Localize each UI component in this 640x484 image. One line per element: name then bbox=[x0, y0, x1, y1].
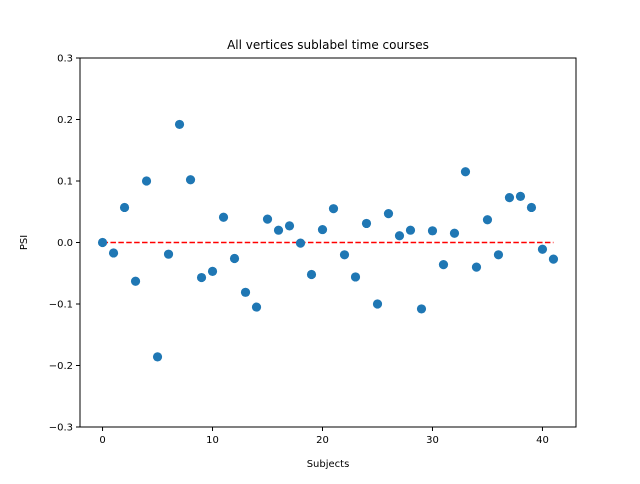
y-tick-label: −0.3 bbox=[49, 423, 73, 434]
data-point bbox=[438, 260, 449, 270]
y-tick-label: 0.3 bbox=[57, 54, 73, 65]
chart-title: All vertices sublabel time courses bbox=[227, 38, 429, 52]
data-point bbox=[383, 208, 394, 219]
data-point bbox=[240, 287, 251, 297]
y-tick-label: 0.2 bbox=[57, 115, 73, 126]
data-point bbox=[284, 221, 295, 231]
data-point bbox=[328, 204, 339, 214]
data-point bbox=[361, 218, 372, 229]
data-point bbox=[548, 254, 559, 264]
data-point bbox=[350, 272, 361, 282]
axis-ticks: 0 10 20 30 40 −0.3 −0.2 −0.1 0.0 0.1 0.2 0.3 bbox=[49, 54, 549, 447]
data-point bbox=[317, 224, 328, 235]
y-tick-label: −0.2 bbox=[49, 361, 73, 372]
data-point bbox=[339, 250, 350, 260]
data-point bbox=[196, 272, 207, 283]
data-point bbox=[207, 266, 218, 277]
data-point bbox=[449, 228, 460, 238]
data-point bbox=[295, 238, 306, 248]
data-point bbox=[427, 226, 438, 236]
data-point bbox=[416, 304, 427, 314]
data-point bbox=[163, 249, 174, 259]
data-point bbox=[372, 299, 383, 309]
data-point bbox=[537, 244, 548, 254]
x-tick-label: 30 bbox=[426, 435, 439, 446]
data-point bbox=[119, 202, 130, 213]
data-point bbox=[471, 262, 482, 272]
data-point bbox=[493, 250, 504, 260]
data-point bbox=[262, 214, 273, 224]
x-tick-label: 10 bbox=[206, 435, 219, 446]
data-point bbox=[394, 231, 405, 241]
data-point bbox=[152, 352, 163, 362]
y-tick-label: 0.1 bbox=[57, 177, 73, 188]
y-tick-label: 0.0 bbox=[57, 238, 73, 249]
data-point bbox=[526, 202, 537, 213]
x-tick-label: 20 bbox=[316, 435, 329, 446]
data-point bbox=[515, 191, 526, 201]
x-axis-label: Subjects bbox=[307, 459, 350, 470]
data-point bbox=[306, 269, 317, 280]
plot-area bbox=[97, 119, 559, 362]
data-point bbox=[218, 212, 229, 222]
data-point bbox=[97, 237, 108, 248]
data-point bbox=[460, 167, 471, 177]
data-point bbox=[482, 215, 493, 225]
x-tick-label: 40 bbox=[536, 435, 549, 446]
y-tick-label: −0.1 bbox=[49, 300, 73, 311]
y-axis-label: PSI bbox=[19, 235, 30, 250]
data-point bbox=[108, 248, 119, 258]
data-point bbox=[273, 225, 284, 235]
data-point bbox=[185, 175, 196, 185]
data-point bbox=[174, 119, 185, 130]
data-point bbox=[229, 253, 240, 264]
data-point bbox=[504, 193, 515, 203]
data-point bbox=[405, 225, 416, 235]
x-tick-label: 0 bbox=[99, 435, 105, 446]
data-point bbox=[141, 176, 152, 186]
data-point bbox=[130, 276, 141, 286]
data-point bbox=[251, 302, 262, 312]
